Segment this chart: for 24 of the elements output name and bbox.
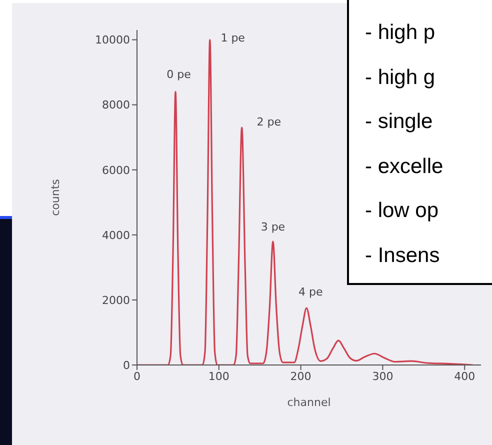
annotation: - single (365, 109, 434, 135)
y-tick-label: 8000 (102, 98, 130, 112)
x-tick-label: 0 (134, 370, 140, 383)
x-tick-label: 100 (208, 370, 230, 383)
annotation: - high p (365, 20, 436, 46)
y-tick-label: 2000 (102, 294, 130, 307)
annotation: 4 pe (298, 286, 323, 299)
y-tick-label: 0 (123, 358, 130, 372)
y-tick-label: 10000 (95, 34, 130, 47)
x-tick-label: 300 (372, 370, 394, 383)
annotation: 3 pe (260, 220, 286, 234)
x-axis-title: channel (287, 396, 331, 409)
annotation: 0 pe (166, 68, 192, 81)
annotation: - Insens (365, 242, 441, 268)
y-tick-label: 6000 (102, 164, 130, 177)
annotation: 2 pe (256, 116, 282, 129)
annotation: - high g (365, 64, 436, 90)
annotation: - excelle (365, 154, 444, 180)
y-axis-title: counts (48, 178, 62, 216)
x-tick-label: 400 (454, 370, 476, 383)
x-tick-label: 200 (290, 370, 312, 383)
annotation: - low op (365, 198, 440, 224)
y-tick-label: 4000 (102, 228, 130, 242)
annotation: 1 pe (220, 32, 246, 45)
